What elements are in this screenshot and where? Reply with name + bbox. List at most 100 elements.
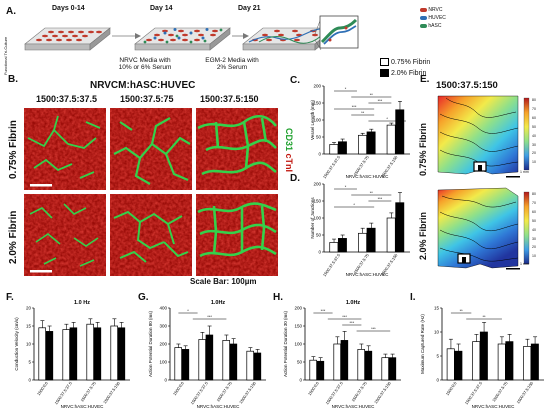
scale-line-1 xyxy=(506,176,520,178)
sig-label: * xyxy=(353,202,355,207)
bar xyxy=(364,350,373,381)
stain-ctni: cTnI xyxy=(284,153,294,173)
bar xyxy=(530,343,539,381)
y-tick-label: 200 xyxy=(313,182,321,187)
x-axis-label: NRVC:hASC:HUVEC xyxy=(346,174,389,179)
y-tick-label: 5 xyxy=(436,354,439,359)
bar xyxy=(497,343,506,381)
micrograph-075-37.5 xyxy=(24,108,106,190)
bar xyxy=(86,323,94,381)
legend-huvec: HUVEC xyxy=(420,14,446,22)
sig-label: ** xyxy=(460,308,464,313)
micrograph-20-150 xyxy=(196,194,278,276)
x-tick-label: 1500:37.5:37.5 xyxy=(324,380,344,405)
caption-egm2-media: EGM-2 Media with 2% Serum xyxy=(205,57,259,72)
sig-label: *** xyxy=(371,326,376,331)
row-header-20: 2.0% Fibrin xyxy=(8,210,19,265)
y-tick-label: 200 xyxy=(294,306,302,311)
activation-map-075 xyxy=(437,95,519,175)
y-tick-label: 0 xyxy=(318,250,321,255)
capture-rate-chart: 0 5 10 15 Maximum Captured Rate (Hz) 1500:0:0… xyxy=(420,306,544,409)
row-header-075: 0.75% Fibrin xyxy=(8,120,19,179)
sig-label: *** xyxy=(378,196,383,201)
sig-label: *** xyxy=(321,308,326,313)
bar xyxy=(309,359,317,381)
activation-map-20 xyxy=(437,187,519,269)
sig-label: ** xyxy=(361,110,365,115)
bar xyxy=(329,242,339,253)
bar xyxy=(366,227,376,253)
conduction-velocity-chart: 0 5 10 15 20 Conduction Velocity (cm/s) 1.0 Hz… xyxy=(14,300,130,409)
bar xyxy=(316,360,325,381)
y-tick-label: 50 xyxy=(316,135,322,140)
bar xyxy=(198,339,206,381)
sig-label: * xyxy=(386,116,388,121)
y-tick-label: 0 xyxy=(164,378,167,383)
sig-label: ** xyxy=(370,92,374,97)
caption-nrvc-media: NRVC Media with 10% or 6% Serum xyxy=(118,57,172,72)
y-tick-label: 100 xyxy=(313,118,321,123)
hasc-swatch-icon xyxy=(420,23,427,28)
vessel-length-chart: 0 50 100 150 200 Vessel Length (mm) 1500:37.5:… xyxy=(310,84,410,179)
scale-line-2 xyxy=(506,268,520,270)
y-axis-label: Vessel Length (mm) xyxy=(310,99,315,140)
micrograph-20-37.5 xyxy=(24,194,106,276)
stain-labels: CD31 cTnI xyxy=(280,128,294,198)
micrograph-075-75 xyxy=(110,108,192,190)
colorbar-ticks-1: 80 70 60 50 40 30 20 10 xyxy=(532,98,536,165)
nrvc-swatch-icon xyxy=(420,7,427,12)
bar xyxy=(205,334,214,381)
map-row-075: 0.75% Fibrin xyxy=(418,123,428,177)
bar xyxy=(246,350,254,381)
y-axis-label: Action Potential Duration 30 (ms) xyxy=(283,310,288,377)
x-tick-label: 1500:37.5:150 xyxy=(515,380,534,404)
legend-075-fibrin: 0.75% Fibrin xyxy=(380,58,430,69)
panel-b-title: NRVCM:hASC:HUVEC xyxy=(90,80,196,91)
y-axis-label: Number of Junctions xyxy=(310,197,315,239)
bar xyxy=(358,232,367,253)
sig-label: ** xyxy=(370,190,374,195)
apd30-chart: 0 50 100 150 200 Action Potential Duration 30… xyxy=(283,300,401,409)
panel-b-label: B. xyxy=(8,74,18,85)
y-tick-label: 150 xyxy=(313,199,321,204)
bar xyxy=(229,343,238,381)
x-tick-label: 1500:0:0 xyxy=(36,380,49,396)
legend-nrvc: NRVC xyxy=(420,6,446,14)
chart-title: 1.0 Hz xyxy=(74,300,90,306)
sig-label: *** xyxy=(378,98,383,103)
y-tick-label: 15 xyxy=(26,324,32,329)
activation-maps xyxy=(437,95,530,270)
bar xyxy=(381,357,389,381)
sig-label: *** xyxy=(207,314,212,319)
bar xyxy=(358,134,367,155)
bar xyxy=(174,347,182,381)
bar xyxy=(395,109,405,155)
bar xyxy=(446,348,455,381)
dish-days-0-14 xyxy=(24,27,111,51)
bar xyxy=(333,343,341,381)
y-tick-label: 20 xyxy=(26,306,32,311)
col-header-3: 1500:37.5:150 xyxy=(200,94,259,104)
huvec-swatch-icon xyxy=(420,15,427,20)
colorbar-ticks-2: 80 70 60 50 40 30 20 10 xyxy=(532,192,536,259)
panel-g-label: G. xyxy=(138,292,149,303)
map-scale-label-2: 1 mm xyxy=(520,262,529,266)
bar xyxy=(386,217,396,253)
chart-title: 1.0Hz xyxy=(211,300,226,306)
legend-hasc: hASC xyxy=(420,22,446,30)
y-tick-label: 100 xyxy=(294,342,302,347)
col-header-2: 1500:37.5:75 xyxy=(120,94,174,104)
sig-label: ** xyxy=(483,314,487,319)
x-tick-label: 1500:37.5:150 xyxy=(373,380,392,404)
panel-e-label: E. xyxy=(420,74,430,85)
scale-bar-1 xyxy=(30,184,52,187)
bar xyxy=(523,346,532,381)
x-axis-label: NRVC:hASC:HUVEC xyxy=(472,404,515,409)
y-tick-label: 15 xyxy=(434,306,440,311)
scale-bar-2 xyxy=(30,270,52,273)
x-tick-label: 1500:37.5:37.5 xyxy=(53,380,73,405)
bar xyxy=(337,238,347,253)
legend-20-fibrin: 2.0% Fibrin xyxy=(380,68,430,80)
bar xyxy=(366,131,376,155)
bar xyxy=(253,352,262,381)
